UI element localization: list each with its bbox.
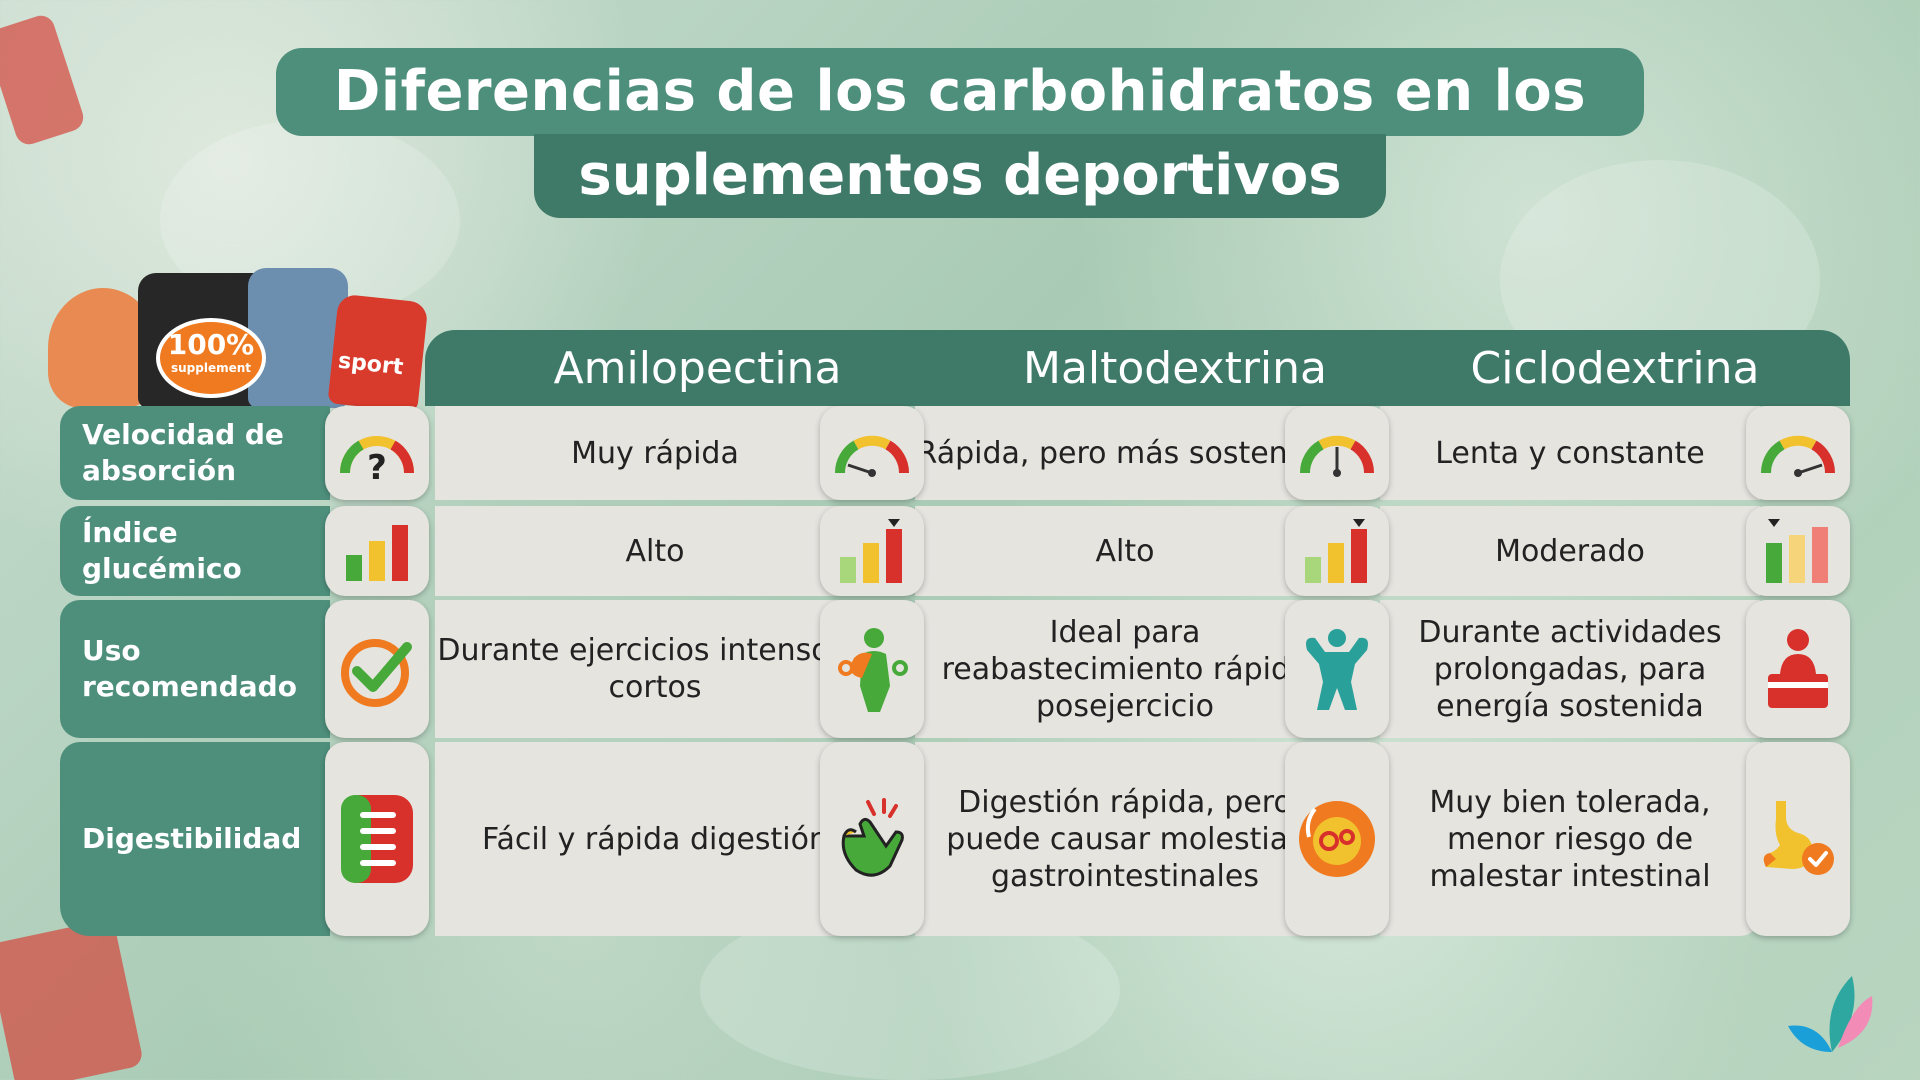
- cell-ciclodextrina-velocidad: Lenta y constante: [1380, 406, 1760, 500]
- gauge-fast-icon: [820, 406, 924, 500]
- bar-chart-high-icon: [1285, 506, 1389, 596]
- svg-text:?: ?: [367, 448, 387, 483]
- gauge-medium-icon: [1285, 406, 1389, 500]
- row-label-digestibilidad: Digestibilidad: [60, 742, 330, 936]
- cell-amilopectina-velocidad: Muy rápida: [435, 406, 875, 500]
- desk-person-icon: [1746, 600, 1850, 738]
- supplements-illustration: 100% supplement sport: [48, 268, 429, 413]
- title-line-1: Diferencias de los carbohidratos en los: [275, 48, 1645, 136]
- muscle-icon: [1285, 600, 1389, 738]
- cell-amilopectina-uso: Durante ejercicios intensos y cortos: [435, 600, 875, 738]
- row-label-uso: Uso recomendado: [60, 600, 330, 738]
- column-header-maltodextrina: Maltodextrina: [915, 330, 1435, 406]
- cell-amilopectina-indice: Alto: [435, 506, 875, 596]
- athlete-icon: [820, 600, 924, 738]
- bar-chart-low-icon: [1746, 506, 1850, 596]
- intestine-icon: [325, 742, 429, 936]
- badge-text: supplement: [170, 361, 252, 375]
- stomach-check-icon: [1746, 742, 1850, 936]
- cell-amilopectina-digestibilidad: Fácil y rápida digestión: [435, 742, 875, 936]
- page-title: Diferencias de los carbohidratos en los …: [0, 48, 1920, 218]
- brand-logo: [1782, 966, 1882, 1056]
- row-label-velocidad: Velocidad de absorción: [60, 406, 330, 500]
- cell-ciclodextrina-uso: Durante actividades prolongadas, para en…: [1380, 600, 1760, 738]
- cell-maltodextrina-velocidad: Rápida, pero más sostenida: [915, 406, 1335, 500]
- cell-maltodextrina-digestibilidad: Digestión rápida, pero puede causar mole…: [915, 742, 1335, 936]
- bar-chart-high-icon: [820, 506, 924, 596]
- column-header-amilopectina: Amilopectina: [425, 330, 970, 406]
- row-label-indice: Índice glucémico: [60, 506, 330, 596]
- column-header-ciclodextrina: Ciclodextrina: [1380, 330, 1850, 406]
- badge-percent: 100%: [167, 328, 255, 361]
- stomach-gears-icon: [1285, 742, 1389, 936]
- cell-ciclodextrina-indice: Moderado: [1380, 506, 1760, 596]
- comparison-table: Amilopectina Maltodextrina Ciclodextrina…: [60, 330, 1850, 940]
- finger-snap-icon: [820, 742, 924, 936]
- background-supplement-box: [0, 918, 145, 1080]
- gauge-slow-icon: [1746, 406, 1850, 500]
- cell-maltodextrina-indice: Alto: [915, 506, 1335, 596]
- title-line-2: suplementos deportivos: [534, 134, 1386, 218]
- check-icon: [325, 600, 429, 738]
- bar-chart-icon: [325, 506, 429, 596]
- question-gauge-icon: ?: [325, 406, 429, 500]
- cell-ciclodextrina-digestibilidad: Muy bien tolerada, menor riesgo de males…: [1380, 742, 1760, 936]
- cell-maltodextrina-uso: Ideal para reabastecimiento rápido posej…: [915, 600, 1335, 738]
- supplement-badge: 100% supplement: [156, 318, 266, 398]
